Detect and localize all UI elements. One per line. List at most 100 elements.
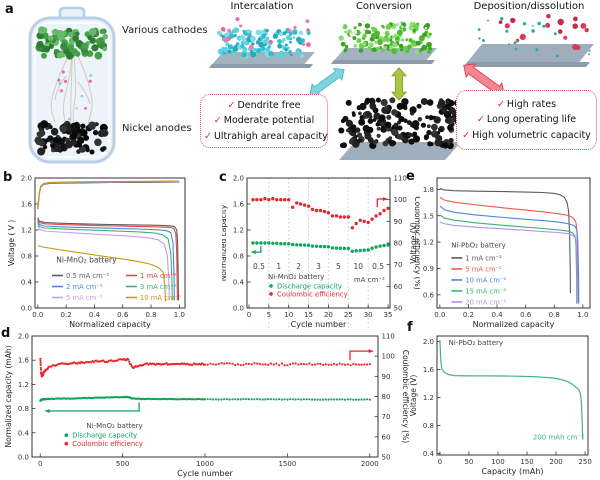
chart-c-rate-cycling-ni-mno2: 0 5 10 15 20 25 30 350.00.40.81.21.62.050607080… [222, 175, 420, 330]
svg-text:1.6: 1.6 [233, 201, 245, 209]
panel-f-letter: f [407, 320, 413, 335]
cyan-particles [216, 27, 311, 59]
benefit-text: High volumetric capacity [472, 129, 591, 141]
svg-text:250: 250 [578, 458, 591, 466]
svg-text:100: 100 [491, 458, 504, 466]
svg-text:2.0: 2.0 [233, 175, 244, 183]
charge-curve [37, 180, 180, 209]
svg-text:15: 15 [304, 311, 313, 319]
svg-text:100: 100 [382, 353, 395, 361]
svg-text:2.0: 2.0 [423, 338, 434, 346]
svg-text:5 mA cm⁻²: 5 mA cm⁻² [465, 265, 502, 273]
svg-text:Coulombic efficiency: Coulombic efficiency [72, 440, 143, 448]
substrate-slab [331, 60, 435, 64]
intercalation-electrode-image [209, 17, 315, 68]
svg-text:0.5 mA cm⁻²: 0.5 mA cm⁻² [66, 272, 109, 280]
black-particles [338, 97, 462, 150]
benefit-item: ✓ Moderate potential [204, 113, 324, 128]
anodes-label: Nickel anodes [122, 123, 192, 134]
svg-text:60: 60 [394, 283, 403, 291]
svg-text:0.0: 0.0 [21, 305, 32, 313]
benefit-item: ✓ High volumetric capacity [460, 128, 593, 143]
annotation-arrow [376, 198, 388, 208]
svg-text:0.8: 0.8 [18, 405, 29, 413]
svg-text:20: 20 [324, 311, 333, 319]
benefit-text: Moderate potential [223, 115, 315, 127]
svg-text:0.8: 0.8 [21, 253, 32, 261]
check-icon: ✓ [462, 129, 471, 141]
plot-frame [34, 177, 186, 309]
charge-curve [37, 180, 180, 209]
discharge-curve [37, 217, 180, 301]
svg-text:Normalized capacity: Normalized capacity [69, 320, 151, 329]
panel-b-letter: b [3, 170, 13, 185]
legend-swatch [269, 292, 273, 296]
deposition-electrode-image [464, 14, 594, 67]
white-ions [340, 14, 428, 37]
svg-text:150: 150 [520, 458, 533, 466]
svg-text:3: 3 [316, 262, 321, 271]
svg-text:0.4: 0.4 [18, 429, 30, 437]
svg-text:Normalized capacity (mAh): Normalized capacity (mAh) [4, 345, 13, 447]
series-20 mA cm⁻² [439, 221, 579, 304]
svg-text:70: 70 [382, 413, 391, 421]
discharge-curve [37, 245, 167, 302]
svg-text:0.6: 0.6 [117, 311, 129, 319]
svg-text:Normalized capacity: Normalized capacity [473, 320, 555, 329]
svg-text:0.6: 0.6 [520, 311, 532, 319]
svg-text:110: 110 [382, 333, 395, 341]
svg-text:0.4: 0.4 [423, 450, 435, 458]
svg-text:1.0: 1.0 [577, 311, 588, 319]
svg-text:90: 90 [394, 218, 403, 226]
discharge-curve [37, 222, 173, 301]
annotation-arrow [45, 402, 140, 412]
svg-text:1.0: 1.0 [174, 311, 185, 319]
svg-text:25: 25 [344, 311, 353, 319]
benefit-text: Dendrite free [237, 100, 301, 112]
panel-d-letter: d [1, 326, 11, 341]
svg-text:0: 0 [38, 460, 42, 468]
charge-curve [37, 180, 180, 209]
charge-curve [37, 181, 180, 210]
svg-text:5 mA cm⁻²: 5 mA cm⁻² [66, 294, 103, 302]
plot-frame [436, 335, 589, 456]
check-icon: ✓ [227, 100, 236, 112]
substrate-slab [464, 44, 594, 66]
discharge-curve [439, 187, 571, 294]
svg-text:0: 0 [438, 458, 442, 466]
panel-e-letter: e [406, 169, 415, 184]
svg-text:1.6: 1.6 [18, 357, 30, 365]
svg-text:1.8: 1.8 [423, 186, 434, 194]
svg-text:0.2: 0.2 [61, 311, 72, 319]
mechanism-title-intercalation: Intercalation [230, 1, 294, 12]
svg-text:Voltage (V): Voltage (V) [409, 222, 418, 264]
annotation-arrow [251, 246, 262, 253]
svg-text:Ni-PbO₂ battery: Ni-PbO₂ battery [449, 339, 503, 347]
svg-text:0.6: 0.6 [423, 291, 435, 299]
svg-text:1 mA cm⁻²: 1 mA cm⁻² [140, 272, 177, 280]
svg-text:1.2: 1.2 [233, 227, 244, 235]
svg-text:1.6: 1.6 [423, 366, 435, 374]
svg-text:Cycle number: Cycle number [291, 320, 347, 329]
svg-text:0.4: 0.4 [21, 279, 33, 287]
svg-text:Voltage (V): Voltage (V) [409, 375, 418, 417]
svg-text:70: 70 [394, 261, 403, 269]
legend-swatch [64, 433, 69, 438]
discharge-curve [37, 220, 175, 301]
benefits-box-right: ✓ High rates ✓ Long operating life ✓ High v… [456, 90, 597, 150]
svg-text:2 mA cm⁻²: 2 mA cm⁻² [66, 283, 103, 291]
discharge-curve [37, 225, 170, 301]
anode-cluster [34, 120, 109, 156]
chart-b-rate-voltage-ni-mno2: 0.0 0.2 0.4 0.6 0.8 1.0 0.0 0.4 0.8 1.2 1.6 2.0 Norm… [7, 175, 186, 329]
chart-d-long-cycling-ni-mno2: 0 500 1000 1500 2000 0.0 0.4 0.8 1.2 1.6 2.0 50 60 70… [4, 333, 410, 479]
svg-text:2.0: 2.0 [21, 175, 32, 183]
svg-text:10 mA cm⁻²: 10 mA cm⁻² [140, 294, 181, 302]
discharge-curve [37, 218, 178, 301]
svg-text:2: 2 [296, 262, 301, 271]
mechanism-title-deposition: Deposition/dissolution [473, 1, 585, 12]
series-Coulombic efficiency [251, 196, 390, 230]
series-Discharge capacity [39, 395, 371, 402]
svg-text:Discharge capacity: Discharge capacity [277, 282, 342, 290]
svg-text:50: 50 [382, 454, 391, 462]
